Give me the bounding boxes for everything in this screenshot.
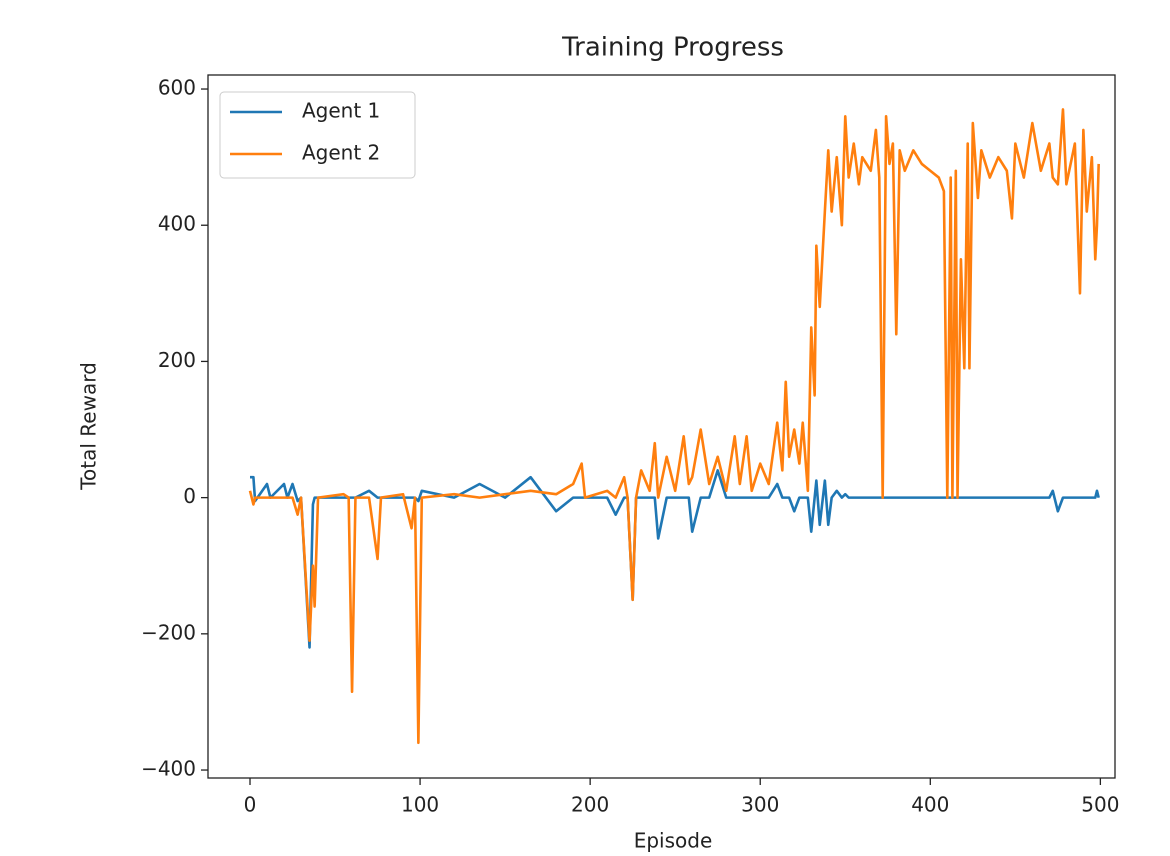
line-series xyxy=(248,108,1100,745)
x-tick-label: 200 xyxy=(571,793,609,817)
legend-label: Agent 1 xyxy=(302,99,380,123)
x-tick-label: 500 xyxy=(1081,793,1119,817)
x-tick-label: 100 xyxy=(401,793,439,817)
x-tick-label: 0 xyxy=(244,793,257,817)
line-series xyxy=(250,469,1100,649)
y-tick-label: −200 xyxy=(141,620,196,644)
plot-frame xyxy=(207,74,1116,779)
y-axis-label: Total Reward xyxy=(77,362,101,491)
x-tick-label: 400 xyxy=(911,793,949,817)
y-tick-label: 0 xyxy=(183,484,196,508)
legend-label: Agent 2 xyxy=(302,141,380,165)
y-tick-label: 400 xyxy=(158,212,196,236)
x-tick-label: 300 xyxy=(741,793,779,817)
y-tick-label: 600 xyxy=(158,76,196,100)
chart-title: Training Progress xyxy=(561,33,784,63)
x-axis-label: Episode xyxy=(634,829,713,853)
y-tick-label: −400 xyxy=(141,757,196,781)
legend-box xyxy=(219,91,416,179)
y-tick-label: 200 xyxy=(158,348,196,372)
